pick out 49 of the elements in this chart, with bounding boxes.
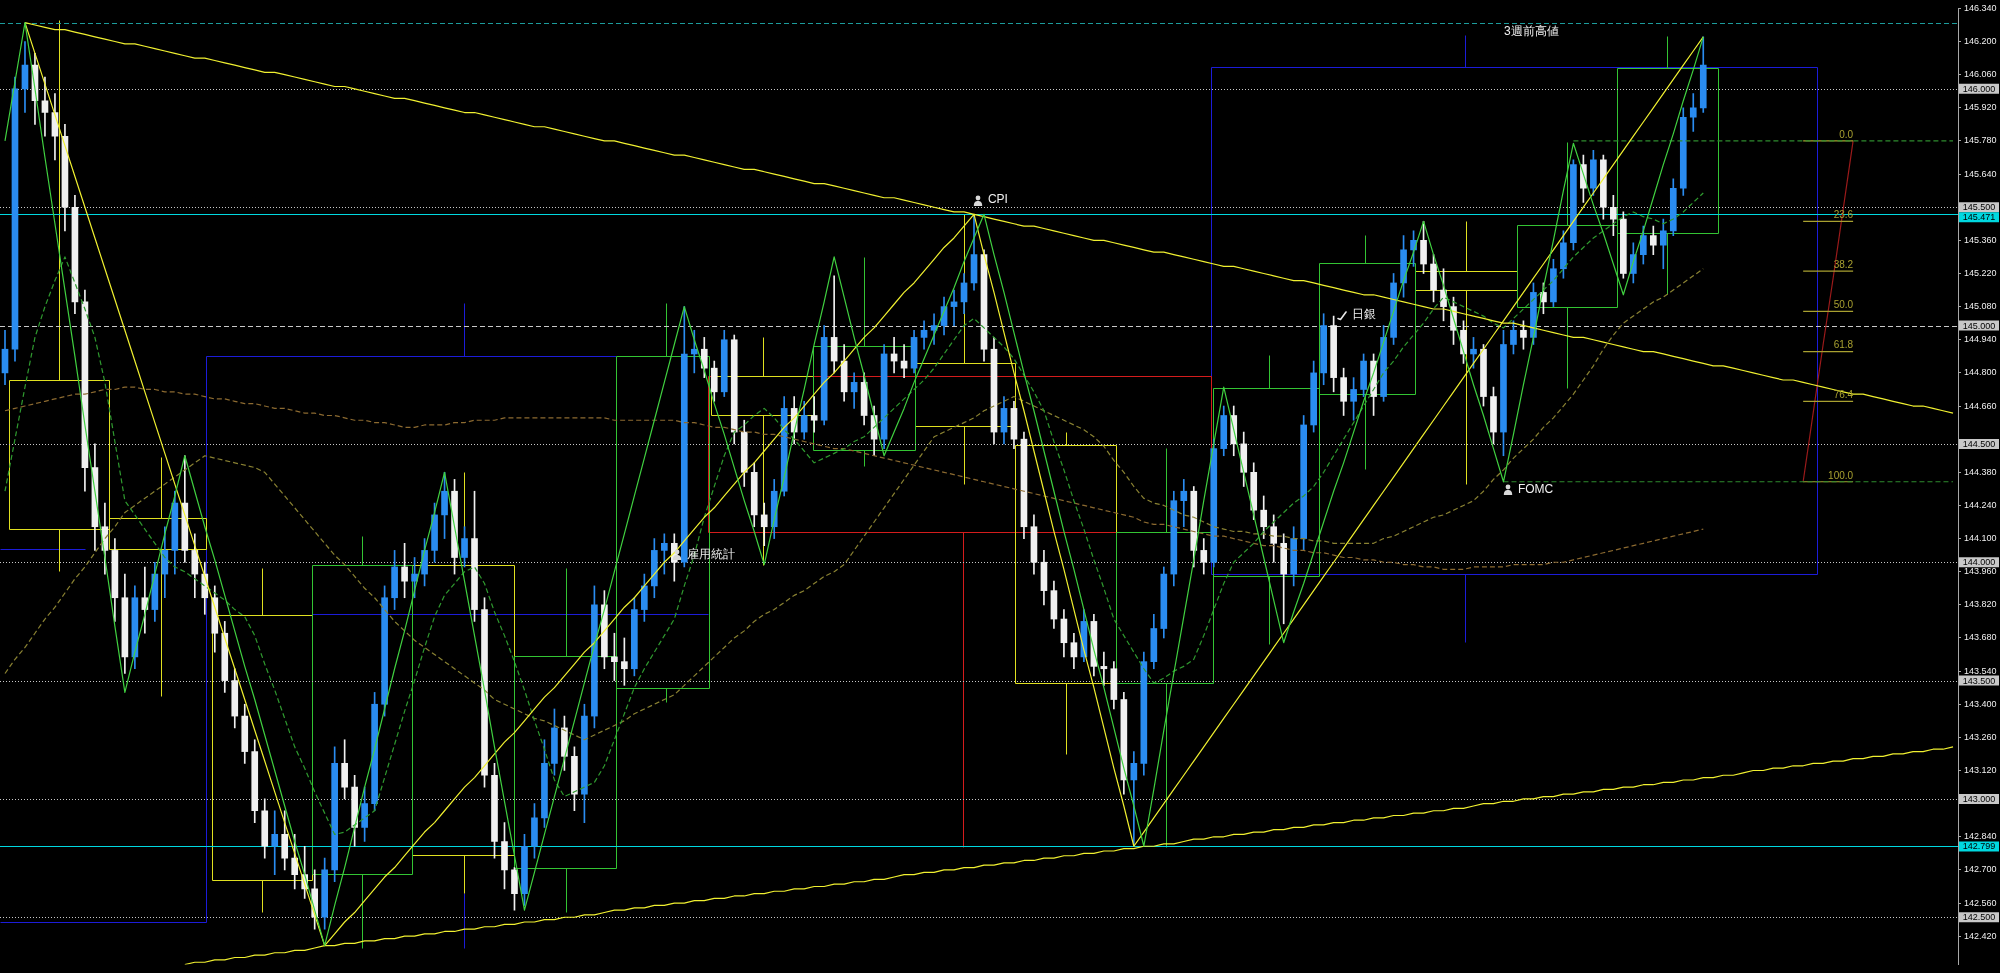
annotation: 日銀 <box>1351 307 1376 322</box>
y-tick-label: 144.940 <box>1964 334 1997 345</box>
line-series <box>4 386 1704 570</box>
y-tick-label: 145.780 <box>1964 135 1997 146</box>
ref-line-label: 142.799 <box>1962 841 1996 852</box>
y-tick-label: 143.120 <box>1964 765 1997 775</box>
y-tick-label: 145.360 <box>1964 234 1997 245</box>
ref-line-label: 146.000 <box>1962 83 1996 94</box>
y-tick-label: 144.380 <box>1964 466 1997 477</box>
series-label: 76.4 <box>1833 389 1854 401</box>
ref-line-label: 144.500 <box>1962 438 1996 449</box>
annotation: CPI <box>987 192 1008 207</box>
y-tick-label: 143.260 <box>1964 731 1997 742</box>
y-tick-label: 143.400 <box>1964 698 1997 709</box>
y-tick-label: 143.960 <box>1964 566 1997 577</box>
series-label: 38.2 <box>1833 258 1854 270</box>
y-tick-label: 144.660 <box>1964 400 1997 411</box>
ref-line-label: 143.000 <box>1962 793 1996 804</box>
y-tick-label: 146.340 <box>1964 2 1997 13</box>
y-tick-label: 144.100 <box>1964 533 1997 544</box>
y-tick-label: 146.060 <box>1964 69 1997 80</box>
y-tick-label: 142.560 <box>1964 897 1997 908</box>
series-label: 100.0 <box>1828 469 1854 481</box>
series-label: 61.8 <box>1833 339 1854 351</box>
line-series <box>4 192 1704 836</box>
y-tick-label: 143.820 <box>1964 599 1997 610</box>
y-tick-label: 143.680 <box>1964 632 1997 643</box>
ref-line-label: 145.000 <box>1962 320 1996 331</box>
line-series <box>4 268 1704 741</box>
ref-line-label: 142.500 <box>1962 912 1996 923</box>
y-tick-label: 142.420 <box>1964 930 1997 941</box>
ref-line-label: 145.500 <box>1962 202 1996 213</box>
series-label: 0.0 <box>1839 128 1854 140</box>
y-tick-label: 142.700 <box>1964 864 1997 875</box>
y-tick-label: 145.640 <box>1964 168 1997 179</box>
ref-line-label: 145.471 <box>1962 212 1996 223</box>
series-label: 50.0 <box>1833 299 1854 311</box>
y-tick-label: 145.920 <box>1964 102 1997 113</box>
y-tick-label: 144.240 <box>1964 499 1997 510</box>
annotation: FOMC <box>1517 482 1554 497</box>
annotation: 3週前高値 <box>1503 24 1559 39</box>
y-tick-label: 145.080 <box>1964 301 1997 312</box>
y-tick-label: 145.220 <box>1964 267 1997 278</box>
y-tick-label: 144.800 <box>1964 367 1997 378</box>
y-tick-label: 146.200 <box>1964 36 1997 47</box>
y-tick-label: 142.840 <box>1964 831 1997 842</box>
y-tick-label: 143.540 <box>1964 665 1997 676</box>
ref-line-label: 144.000 <box>1962 557 1996 568</box>
ref-line-label: 143.500 <box>1962 675 1996 686</box>
